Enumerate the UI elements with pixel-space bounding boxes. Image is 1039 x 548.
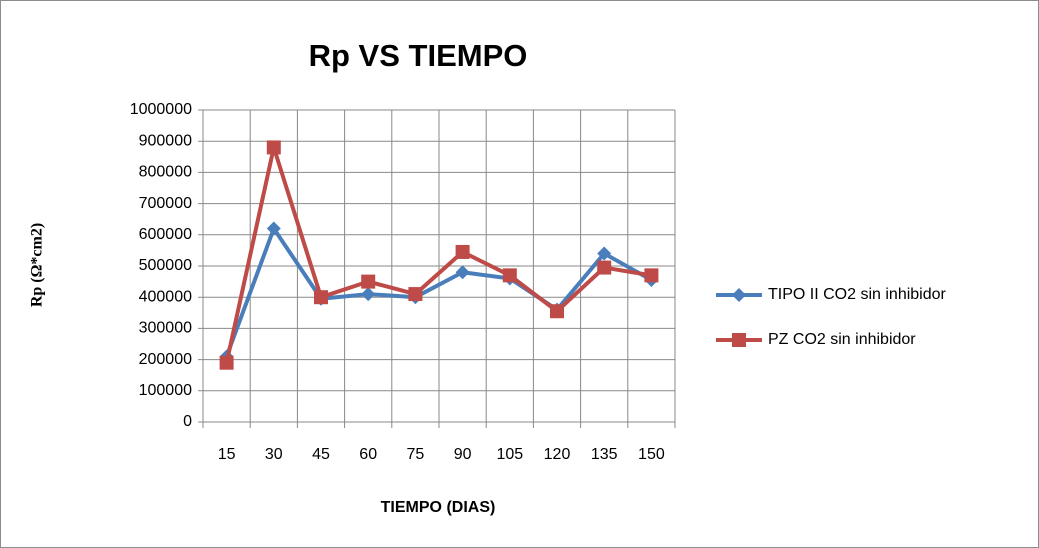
data-point <box>597 246 612 261</box>
x-axis-label: TIEMPO (DIAS) <box>381 499 496 516</box>
legend-label: TIPO II CO2 sin inhibidor <box>768 286 947 303</box>
series-line <box>224 226 653 358</box>
y-tick-label: 700000 <box>139 195 192 212</box>
x-tick-label: 15 <box>218 446 236 463</box>
y-tick-label: 400000 <box>139 288 192 305</box>
y-tick-label: 200000 <box>139 351 192 368</box>
x-tick-label: 30 <box>265 446 283 463</box>
data-point <box>408 287 423 302</box>
legend-marker <box>732 333 746 347</box>
x-tick-label: 150 <box>638 446 665 463</box>
data-point <box>597 260 612 275</box>
y-tick-label: 100000 <box>139 382 192 399</box>
data-point <box>314 290 328 305</box>
legend-label: PZ CO2 sin inhibidor <box>768 331 916 348</box>
y-tick-label: 0 <box>183 413 192 430</box>
x-tick-label: 45 <box>312 446 330 463</box>
y-tick-label: 1000000 <box>130 101 192 118</box>
x-tick-label: 105 <box>496 446 523 463</box>
data-point <box>266 140 281 155</box>
data-point <box>550 304 564 319</box>
y-axis-label: Rp (Ω*cm2) <box>29 223 46 307</box>
data-point <box>361 287 376 302</box>
legend-marker <box>732 288 746 302</box>
y-tick-label: 900000 <box>139 132 192 149</box>
series-line <box>224 145 652 364</box>
data-point <box>266 221 281 236</box>
x-tick-label: 75 <box>407 446 425 463</box>
data-point <box>361 274 376 289</box>
y-tick-label: 300000 <box>139 320 192 337</box>
data-point <box>455 265 470 280</box>
y-tick-label: 500000 <box>139 257 192 274</box>
x-tick-label: 90 <box>454 446 472 463</box>
y-tick-label: 600000 <box>139 226 192 243</box>
chart-title: Rp VS TIEMPO <box>309 38 528 73</box>
x-tick-label: 120 <box>544 446 571 463</box>
x-tick-label: 135 <box>591 446 618 463</box>
x-tick-label: 60 <box>359 446 377 463</box>
data-point <box>644 268 659 283</box>
data-point <box>502 268 517 283</box>
data-point <box>455 244 470 259</box>
data-point <box>219 355 234 370</box>
y-tick-label: 800000 <box>139 164 192 181</box>
